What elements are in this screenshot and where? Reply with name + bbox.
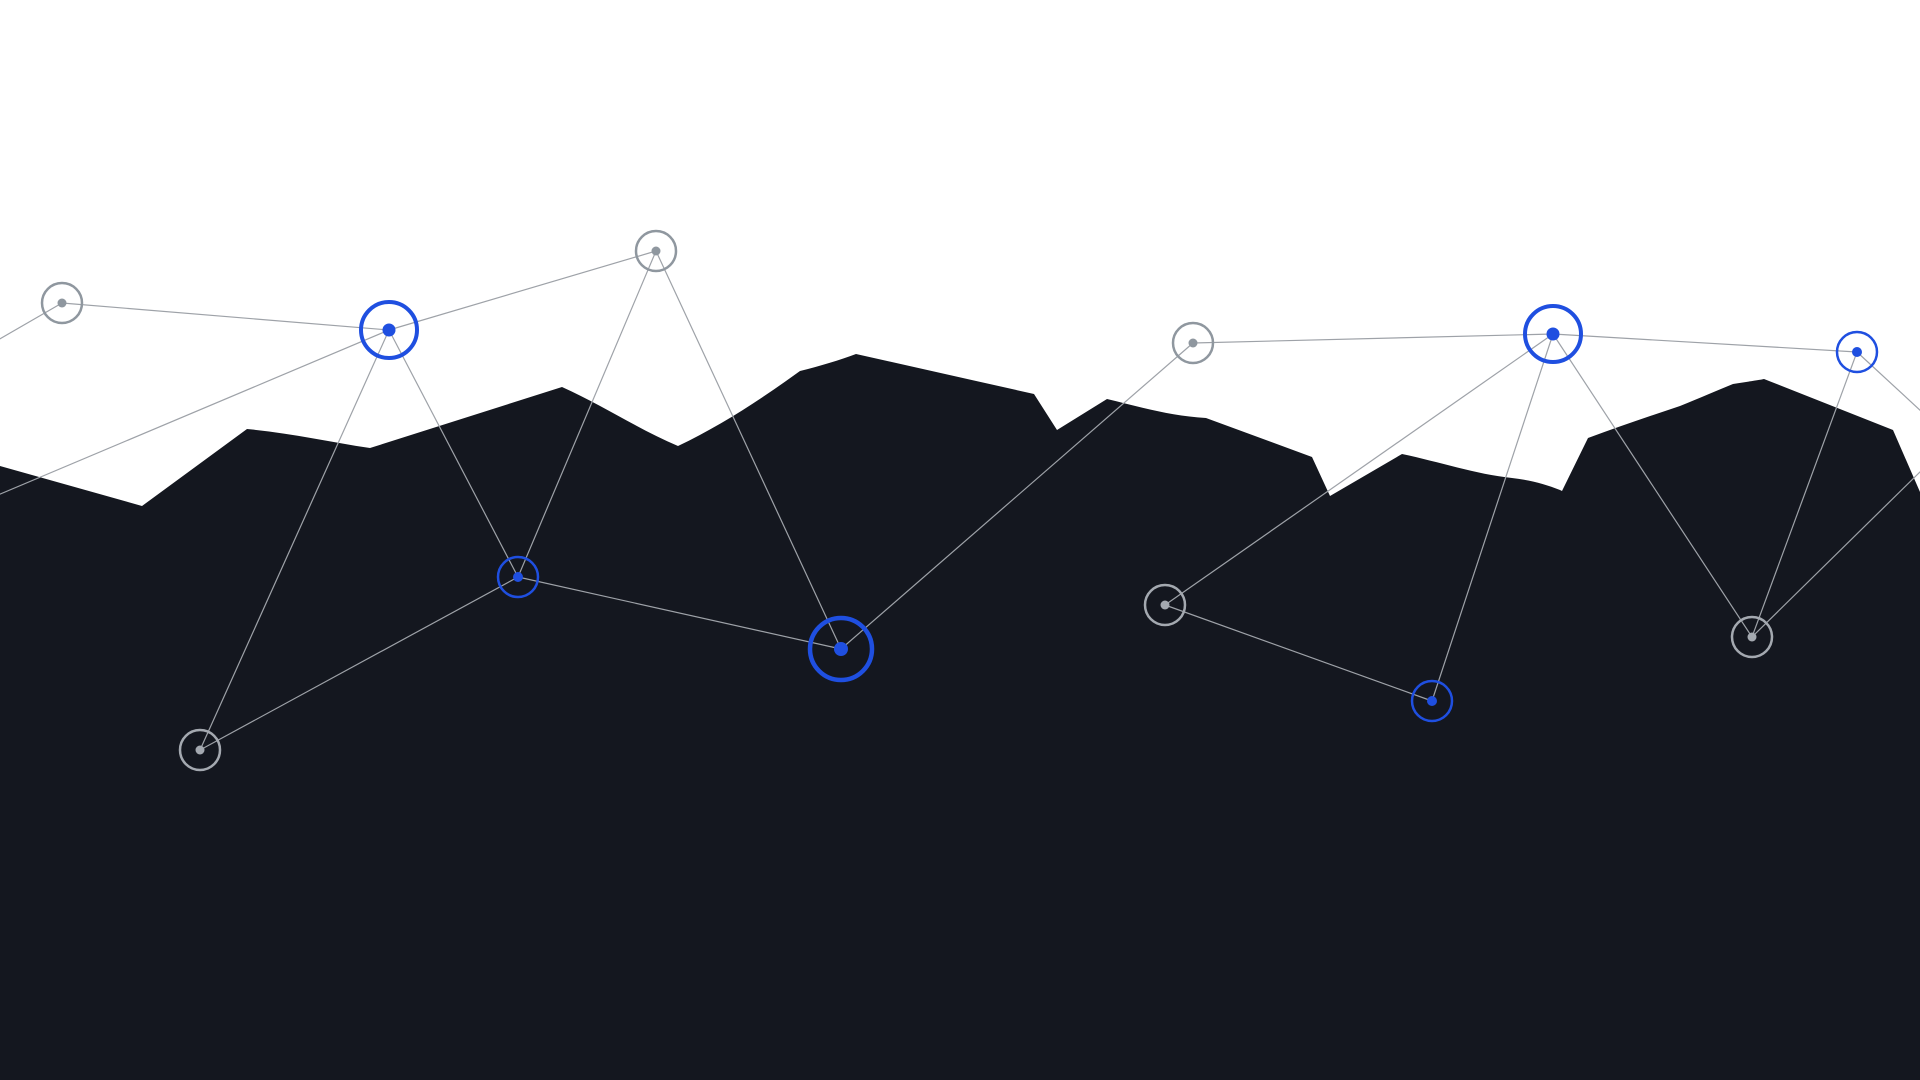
node-center-dot	[57, 298, 67, 308]
network-link-line	[199, 329, 390, 751]
node-center-dot	[195, 745, 205, 755]
network-link-line	[1751, 351, 1858, 638]
node-center-dot	[1160, 600, 1170, 610]
network-link-line	[517, 576, 842, 650]
node-center-dot	[1427, 696, 1437, 706]
node-ring	[496, 555, 540, 599]
node-circle-icon	[1410, 679, 1454, 723]
network-link-line	[61, 302, 390, 331]
node-center-dot	[1188, 338, 1198, 348]
network-links	[0, 250, 1920, 751]
node-ring	[40, 281, 84, 325]
node-center-dot	[834, 642, 848, 656]
network-link-line	[199, 576, 519, 751]
node-circle-icon	[1730, 615, 1774, 659]
node-circle-icon	[359, 300, 419, 360]
node-circle-icon	[178, 728, 222, 772]
network-link-line	[517, 250, 657, 578]
node-circle-icon	[496, 555, 540, 599]
network-link-line	[1856, 351, 1920, 411]
network-link-line	[388, 250, 657, 331]
node-circle-icon	[40, 281, 84, 325]
node-circle-icon	[1523, 304, 1583, 364]
network-link-line	[1164, 333, 1554, 606]
node-ring	[1730, 615, 1774, 659]
node-ring	[1171, 321, 1215, 365]
network-nodes	[40, 229, 1879, 772]
node-center-dot	[513, 572, 523, 582]
network-link-line	[840, 342, 1194, 650]
node-circle-icon	[1143, 583, 1187, 627]
node-ring	[1835, 330, 1879, 374]
node-center-dot	[1852, 347, 1862, 357]
network-link-line	[1431, 333, 1554, 702]
node-circle-icon	[634, 229, 678, 273]
node-ring	[1143, 583, 1187, 627]
node-ring	[1410, 679, 1454, 723]
node-ring	[1523, 304, 1583, 364]
network-link-line	[1552, 333, 1753, 638]
node-center-dot	[651, 246, 661, 256]
network-link-line	[0, 302, 63, 340]
network-link-line	[388, 329, 519, 578]
network-link-line	[0, 329, 390, 495]
node-center-dot	[1546, 327, 1560, 341]
network-link-line	[1751, 471, 1920, 638]
node-ring	[807, 615, 875, 683]
node-center-dot	[382, 323, 396, 337]
network-link-line	[1164, 604, 1433, 702]
node-ring	[178, 728, 222, 772]
network-link-line	[1192, 333, 1554, 344]
node-circle-icon	[1835, 330, 1879, 374]
network-link-line	[655, 250, 842, 650]
node-center-dot	[1747, 632, 1757, 642]
node-circle-icon	[1171, 321, 1215, 365]
node-ring	[634, 229, 678, 273]
node-circle-icon	[807, 615, 875, 683]
node-ring	[359, 300, 419, 360]
mountain-silhouette	[0, 354, 1920, 1080]
network-link-line	[1552, 333, 1858, 353]
